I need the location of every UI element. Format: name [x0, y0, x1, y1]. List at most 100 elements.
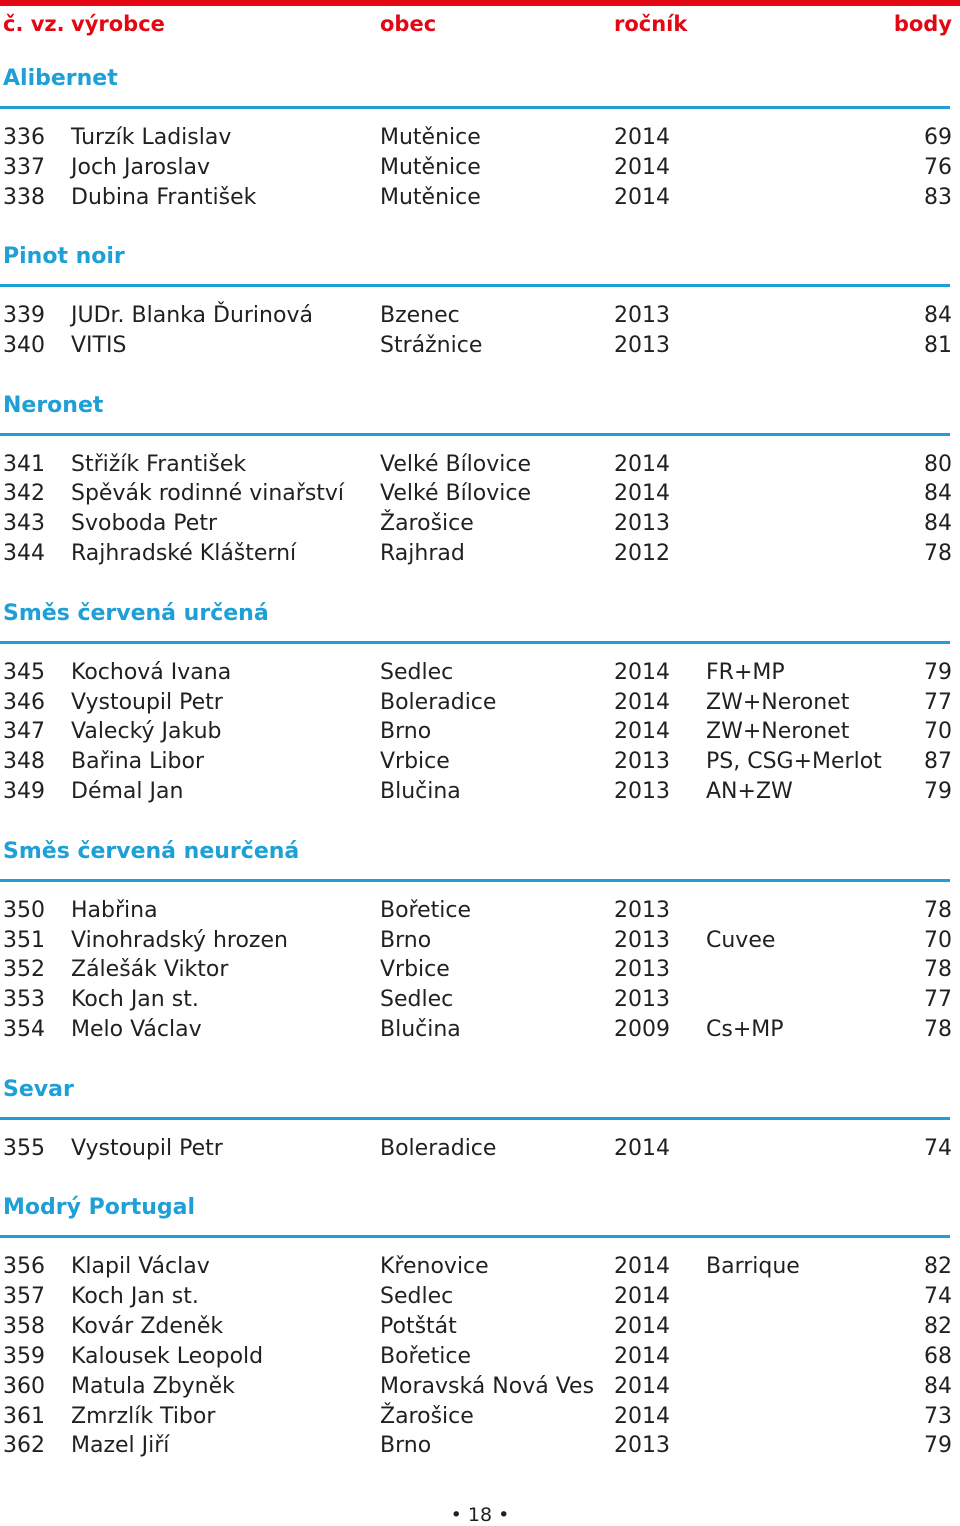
header-town: obec	[380, 12, 437, 36]
producer-name: Turzík Ladislav	[71, 125, 232, 150]
header-producer: výrobce	[71, 12, 165, 36]
table-row: 357 Koch Jan st. Sedlec 2014 74	[0, 1284, 960, 1314]
producer-name: Koch Jan st.	[71, 987, 199, 1013]
table-row: 343 Svoboda Petr Žarošice 2013 84	[0, 511, 960, 541]
points: 69	[924, 125, 952, 150]
points: 68	[924, 1343, 952, 1369]
points: 78	[924, 957, 952, 983]
vintage-year: 2013	[614, 957, 670, 983]
vintage-year: 2014	[614, 451, 670, 477]
town: Sedlec	[380, 1283, 454, 1309]
sample-number: 361	[3, 1403, 45, 1429]
sample-number: 362	[3, 1433, 45, 1459]
town: Bořetice	[380, 1343, 472, 1369]
vintage-year: 2014	[614, 659, 670, 685]
town: Velké Bílovice	[380, 481, 532, 507]
points: 70	[924, 927, 952, 953]
producer-name: Zmrzlík Tibor	[71, 1403, 216, 1429]
table-row: 355 Vystoupil Petr Boleradice 2014 74	[0, 1136, 960, 1166]
town: Žarošice	[380, 1403, 474, 1429]
table-row: 360 Matula Zbyněk Moravská Nová Ves 2014 84	[0, 1374, 960, 1404]
points: 82	[924, 1254, 952, 1279]
points: 78	[924, 897, 952, 923]
town: Křenovice	[380, 1254, 489, 1279]
blend-note: Cs+MP	[706, 1017, 784, 1043]
sample-number: 343	[3, 511, 45, 537]
vintage-year: 2009	[614, 1017, 670, 1043]
producer-name: Střižík František	[71, 451, 247, 477]
sample-number: 359	[3, 1343, 45, 1369]
producer-name: Mazel Jiří	[71, 1433, 170, 1459]
vintage-year: 2014	[614, 1135, 670, 1161]
table-row: 348 Bařina Libor Vrbice 2013 PS, CSG+Merlot 8…	[0, 749, 960, 779]
table-row: 361 Zmrzlík Tibor Žarošice 2014 73	[0, 1404, 960, 1434]
points: 84	[924, 511, 952, 537]
vintage-year: 2013	[614, 897, 670, 923]
sample-number: 337	[3, 154, 45, 180]
vintage-year: 2014	[614, 1254, 670, 1279]
town: Boleradice	[380, 1135, 497, 1161]
sample-number: 346	[3, 689, 45, 715]
table-row: 344 Rajhradské Klášterní Rajhrad 2012 78	[0, 541, 960, 571]
town: Sedlec	[380, 659, 454, 685]
table-row: 346 Vystoupil Petr Boleradice 2014 ZW+Nerone…	[0, 690, 960, 720]
points: 76	[924, 154, 952, 180]
town: Velké Bílovice	[380, 451, 532, 477]
producer-name: JUDr. Blanka Ďurinová	[71, 303, 313, 329]
producer-name: VITIS	[71, 333, 127, 359]
header-sample-number: č. vz.	[3, 12, 65, 36]
points: 78	[924, 1017, 952, 1043]
sample-number: 352	[3, 957, 45, 983]
table-row: 336 Turzík Ladislav Mutěnice 2014 69	[0, 125, 960, 155]
section-rule	[0, 432, 950, 436]
points: 78	[924, 541, 952, 567]
sample-number: 345	[3, 659, 45, 685]
town: Vrbice	[380, 957, 450, 983]
sample-number: 350	[3, 897, 45, 923]
town: Brno	[380, 1433, 432, 1459]
section-rule	[0, 284, 950, 288]
points: 83	[924, 184, 952, 210]
town: Mutěnice	[380, 125, 481, 150]
points: 84	[924, 303, 952, 329]
vintage-year: 2014	[614, 154, 670, 180]
town: Boleradice	[380, 689, 497, 715]
column-header: č. vz. výrobce obec ročník body	[0, 12, 960, 42]
points: 77	[924, 689, 952, 715]
points: 82	[924, 1313, 952, 1339]
producer-name: Melo Václav	[71, 1017, 202, 1043]
table-row: 353 Koch Jan st. Sedlec 2013 77	[0, 987, 960, 1017]
section-rule	[0, 106, 950, 109]
vintage-year: 2012	[614, 541, 670, 567]
sample-number: 354	[3, 1017, 45, 1043]
points: 74	[924, 1283, 952, 1309]
producer-name: Habřina	[71, 897, 158, 923]
town: Strážnice	[380, 333, 483, 359]
vintage-year: 2014	[614, 1403, 670, 1429]
blend-note: PS, CSG+Merlot	[706, 749, 882, 775]
points: 73	[924, 1403, 952, 1429]
sample-number: 341	[3, 451, 45, 477]
section-title: Neronet	[3, 392, 104, 418]
town: Brno	[380, 719, 432, 745]
table-row: 356 Klapil Václav Křenovice 2014 Barrique 82	[0, 1254, 960, 1284]
vintage-year: 2014	[614, 689, 670, 715]
points: 84	[924, 481, 952, 507]
sample-number: 355	[3, 1135, 45, 1161]
vintage-year: 2013	[614, 511, 670, 537]
section-rule	[0, 1235, 950, 1238]
town: Potštát	[380, 1313, 457, 1339]
points: 79	[924, 1433, 952, 1459]
sample-number: 357	[3, 1283, 45, 1309]
vintage-year: 2014	[614, 1343, 670, 1369]
section-title: Směs červená neurčená	[3, 838, 300, 864]
section-title: Sevar	[3, 1076, 74, 1102]
producer-name: Kovár Zdeněk	[71, 1313, 224, 1339]
table-row: 362 Mazel Jiří Brno 2013 79	[0, 1433, 960, 1463]
header-points: body	[893, 12, 952, 36]
producer-name: Koch Jan st.	[71, 1283, 199, 1309]
producer-name: Zálešák Viktor	[71, 957, 229, 983]
points: 77	[924, 987, 952, 1013]
sample-number: 338	[3, 184, 45, 210]
producer-name: Svoboda Petr	[71, 511, 217, 537]
